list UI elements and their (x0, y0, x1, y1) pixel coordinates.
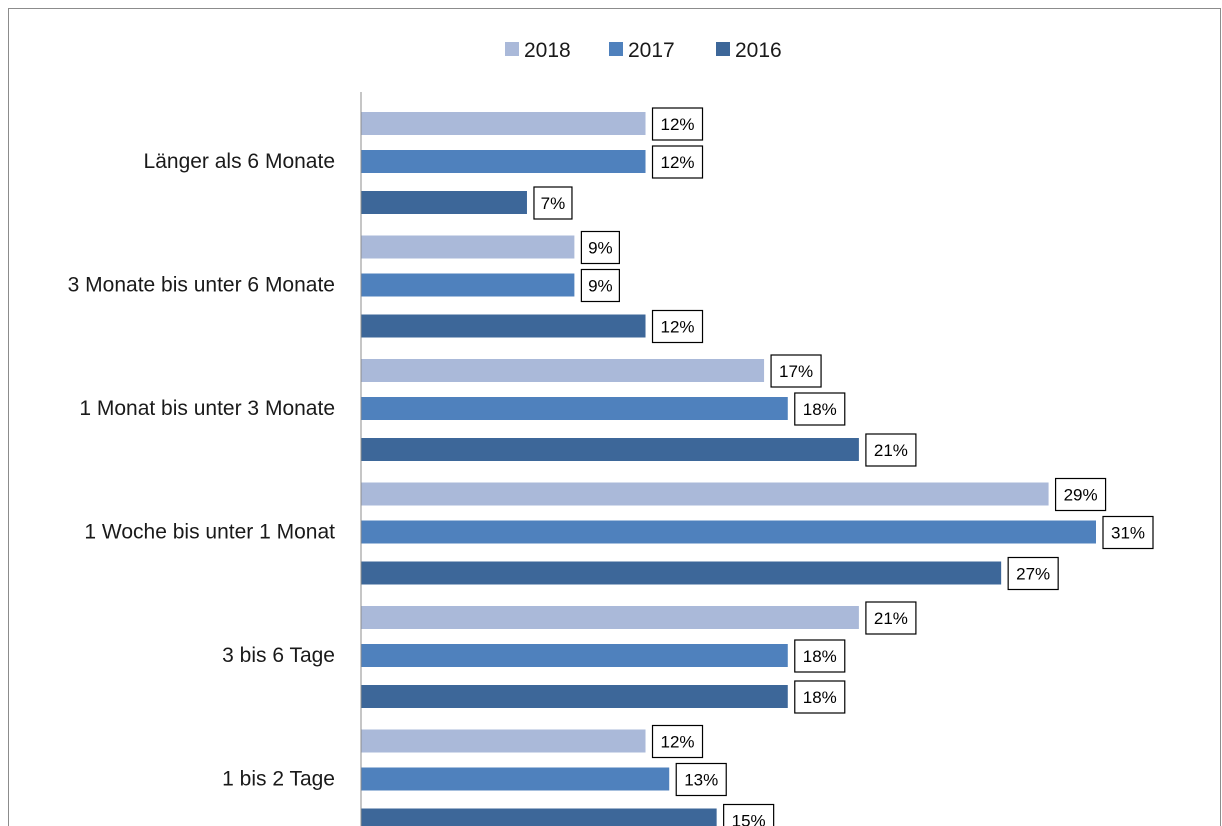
bar-2018-1-monat-bis-unter-3-monate (361, 359, 765, 382)
data-label-2018-laenger-als-6-monate: 12% (661, 115, 695, 134)
data-label-2017-3-monate-bis-unter-6-monate: 9% (588, 277, 613, 296)
legend-label-2018: 2018 (524, 39, 571, 62)
data-label-box-2018-1-woche-bis-unter-1-monat (1054, 477, 1107, 512)
data-label-box-2016-1-bis-2-tage (723, 803, 775, 826)
bars (361, 112, 1096, 826)
data-label-2017-1-woche-bis-unter-1-monat: 31% (1111, 524, 1145, 543)
bar-2018-3-bis-6-tage (361, 606, 859, 629)
data-label-box-2018-1-bis-2-tage (651, 724, 704, 759)
category-label-3-monate-bis-unter-6-monate: 3 Monate bis unter 6 Monate (68, 274, 335, 297)
legend-swatch-2017 (609, 42, 623, 56)
data-label-box-2017-3-monate-bis-unter-6-monate (580, 268, 620, 303)
legend-swatch-2016 (716, 42, 730, 56)
legend-label-2016: 2016 (735, 39, 782, 62)
data-label-box-2018-3-bis-6-tage (865, 601, 917, 635)
data-label-2017-laenger-als-6-monate: 12% (661, 153, 695, 172)
data-label-2016-1-monat-bis-unter-3-monate: 21% (874, 441, 908, 460)
data-label-box-2016-3-bis-6-tage (794, 680, 846, 714)
category-label-1-bis-2-tage: 1 bis 2 Tage (222, 768, 335, 791)
category-label-laenger-als-6-monate: Länger als 6 Monate (144, 150, 335, 173)
data-labels: 12% 12% 7% 9% 9% 12% 17% 18% 21% 29% 31% 27% 21% 18% 1… (533, 107, 1154, 826)
bar-2017-3-bis-6-tage (361, 644, 788, 667)
data-label-2018-3-bis-6-tage: 21% (874, 609, 908, 628)
data-label-2016-3-bis-6-tage: 18% (803, 688, 837, 707)
legend: 2018 2017 2016 (505, 39, 782, 62)
data-label-box-2016-laenger-als-6-monate (533, 186, 573, 220)
bar-2017-laenger-als-6-monate (361, 150, 646, 173)
data-label-2017-1-bis-2-tage: 13% (684, 771, 718, 790)
data-label-box-2017-laenger-als-6-monate (651, 145, 704, 179)
data-label-box-2018-3-monate-bis-unter-6-monate (580, 230, 620, 265)
bar-2018-3-monate-bis-unter-6-monate (361, 235, 575, 259)
chart-frame (8, 8, 1221, 826)
bar-2017-3-monate-bis-unter-6-monate (361, 273, 575, 297)
bar-2016-laenger-als-6-monate (361, 191, 527, 214)
bar-2018-laenger-als-6-monate (361, 112, 646, 135)
bar-2016-1-bis-2-tage (361, 808, 717, 826)
bar-2016-1-woche-bis-unter-1-monat (361, 561, 1002, 585)
category-label-1-woche-bis-unter-1-monat: 1 Woche bis unter 1 Monat (84, 521, 335, 544)
legend-swatch-2018 (505, 42, 519, 56)
data-label-box-2016-1-woche-bis-unter-1-monat (1007, 556, 1059, 591)
legend-label-2017: 2017 (628, 39, 675, 62)
data-label-2018-1-woche-bis-unter-1-monat: 29% (1064, 486, 1098, 505)
bar-2017-1-bis-2-tage (361, 767, 670, 791)
data-label-2016-3-monate-bis-unter-6-monate: 12% (661, 318, 695, 337)
data-label-2016-laenger-als-6-monate: 7% (541, 194, 566, 213)
bar-2018-1-woche-bis-unter-1-monat (361, 482, 1049, 506)
data-label-box-2017-3-bis-6-tage (794, 639, 846, 673)
data-label-box-2018-laenger-als-6-monate (651, 107, 704, 141)
data-label-box-2017-1-monat-bis-unter-3-monate (794, 392, 846, 426)
data-label-2016-1-woche-bis-unter-1-monat: 27% (1016, 565, 1050, 584)
bar-2016-3-bis-6-tage (361, 685, 788, 708)
data-label-box-2018-1-monat-bis-unter-3-monate (770, 354, 822, 388)
category-labels: Länger als 6 Monate 3 Monate bis unter 6 … (68, 150, 336, 791)
category-label-3-bis-6-tage: 3 bis 6 Tage (222, 644, 335, 667)
data-label-2017-3-bis-6-tage: 18% (803, 647, 837, 666)
data-label-2017-1-monat-bis-unter-3-monate: 18% (803, 400, 837, 419)
bar-2017-1-monat-bis-unter-3-monate (361, 397, 788, 420)
data-label-2018-1-bis-2-tage: 12% (661, 733, 695, 752)
bar-2016-1-monat-bis-unter-3-monate (361, 438, 859, 461)
category-label-1-monat-bis-unter-3-monate: 1 Monat bis unter 3 Monate (79, 397, 335, 420)
data-label-2018-1-monat-bis-unter-3-monate: 17% (779, 362, 813, 381)
data-label-box-2017-1-woche-bis-unter-1-monat (1102, 515, 1154, 550)
data-label-2016-1-bis-2-tage: 15% (732, 812, 766, 826)
bar-2018-1-bis-2-tage (361, 729, 646, 753)
data-label-box-2016-3-monate-bis-unter-6-monate (651, 309, 704, 344)
data-label-box-2016-1-monat-bis-unter-3-monate (865, 433, 917, 467)
data-label-box-2017-1-bis-2-tage (675, 762, 727, 797)
bar-2016-3-monate-bis-unter-6-monate (361, 314, 646, 338)
data-label-2018-3-monate-bis-unter-6-monate: 9% (588, 239, 613, 258)
bar-2017-1-woche-bis-unter-1-monat (361, 520, 1096, 544)
